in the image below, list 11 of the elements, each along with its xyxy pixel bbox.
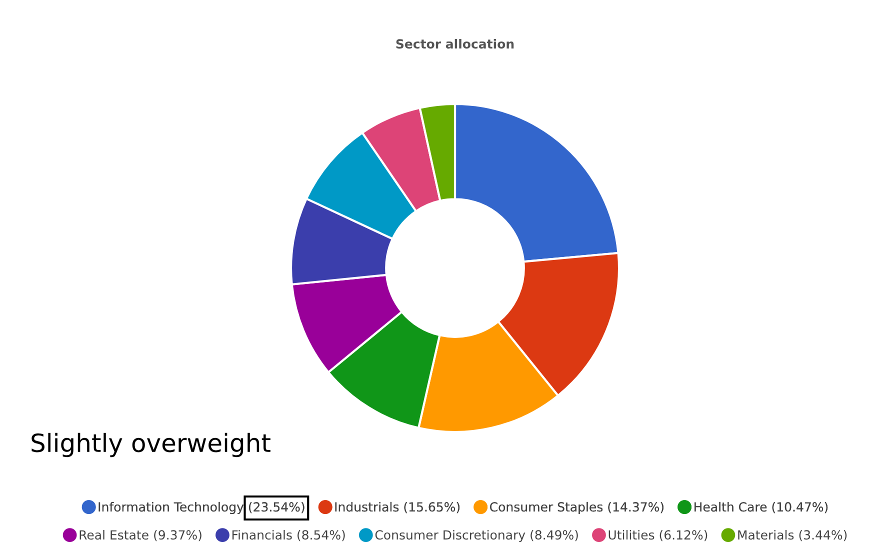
legend-label: Utilities (6.12%) [608, 530, 708, 542]
legend-label: Industrials (15.65%) [335, 502, 460, 514]
legend-label: Consumer Discretionary (8.49%) [375, 530, 578, 542]
legend-label: Consumer Staples (14.37%) [490, 502, 664, 514]
text: Slightly overweight [32, 432, 270, 458]
chart-title: Sector allocation [396, 38, 514, 49]
legend-label: Health Care (10.47%) [694, 502, 828, 514]
legend-label: Information Technology (23.54%) [98, 502, 304, 514]
legend-label: Materials (3.44%) [738, 530, 847, 542]
legend-label: Financials (8.54%) [232, 530, 345, 542]
legend-label: Real Estate (9.37%) [80, 530, 202, 542]
